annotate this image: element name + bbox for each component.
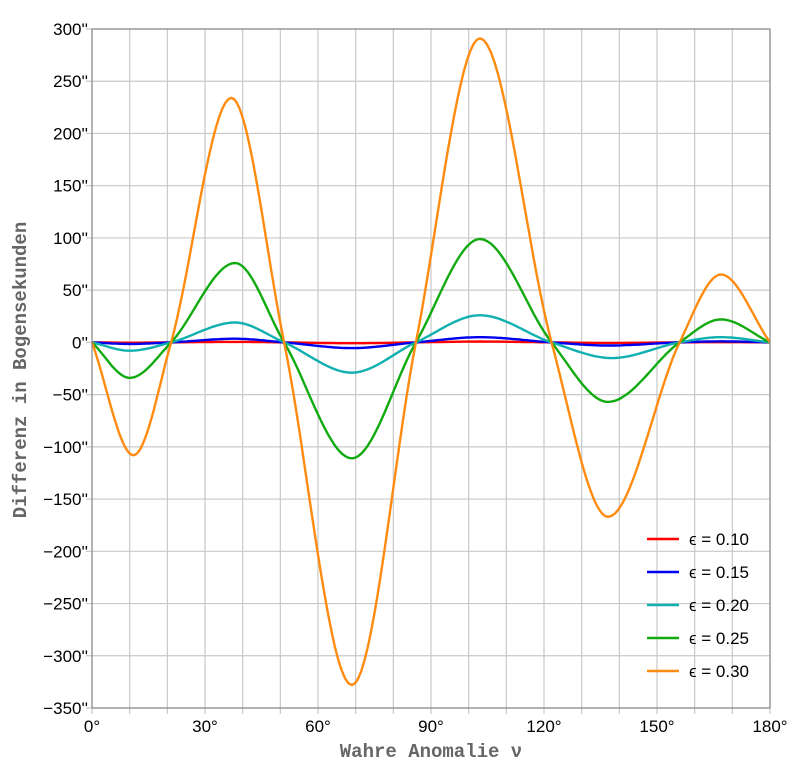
x-tick-label: 60°	[305, 717, 331, 736]
x-tick-label: 90°	[418, 717, 444, 736]
y-tick-label: −250''	[43, 595, 88, 614]
series-line-4	[90, 37, 771, 687]
x-tick-label: 0°	[84, 717, 100, 736]
legend-label: ϵ = 0.10	[689, 530, 749, 549]
y-tick-label: −300''	[43, 647, 88, 666]
y-tick-label: −350''	[43, 699, 88, 718]
x-tick-label: 180°	[752, 717, 787, 736]
y-tick-label: −100''	[43, 438, 88, 457]
y-tick-label: −200''	[43, 542, 88, 561]
legend-label: ϵ = 0.20	[689, 596, 749, 615]
x-tick-label: 120°	[526, 717, 561, 736]
y-tick-label: 250''	[53, 72, 88, 91]
legend: ϵ = 0.10 ϵ = 0.15 ϵ = 0.20 ϵ = 0.25 ϵ = 0.30	[647, 530, 749, 681]
y-tick-label: 100''	[53, 229, 88, 248]
y-tick-label: 200''	[53, 124, 88, 143]
legend-label: ϵ = 0.30	[689, 662, 749, 681]
y-tick-label: −50''	[53, 386, 88, 405]
y-tick-label: 0''	[72, 333, 88, 352]
y-tick-label: 300''	[53, 20, 88, 39]
y-tick-label: 50''	[63, 281, 88, 300]
y-axis-label: Differenz in Bogensekunden	[10, 222, 32, 518]
legend-label: ϵ = 0.15	[689, 563, 749, 582]
x-tick-label: 150°	[639, 717, 674, 736]
plot-frame	[91, 28, 771, 709]
legend-label: ϵ = 0.25	[689, 629, 749, 648]
y-tick-label: 150''	[53, 177, 88, 196]
grid	[86, 28, 771, 714]
series-lines	[90, 37, 771, 687]
tick-labels: 0° 30° 60° 90° 120° 150° 180° 300'' 250'' 200'' 15…	[43, 20, 787, 736]
x-tick-label: 30°	[192, 717, 218, 736]
y-tick-label: −150''	[43, 490, 88, 509]
x-axis-label: Wahre Anomalie ν	[340, 741, 522, 763]
